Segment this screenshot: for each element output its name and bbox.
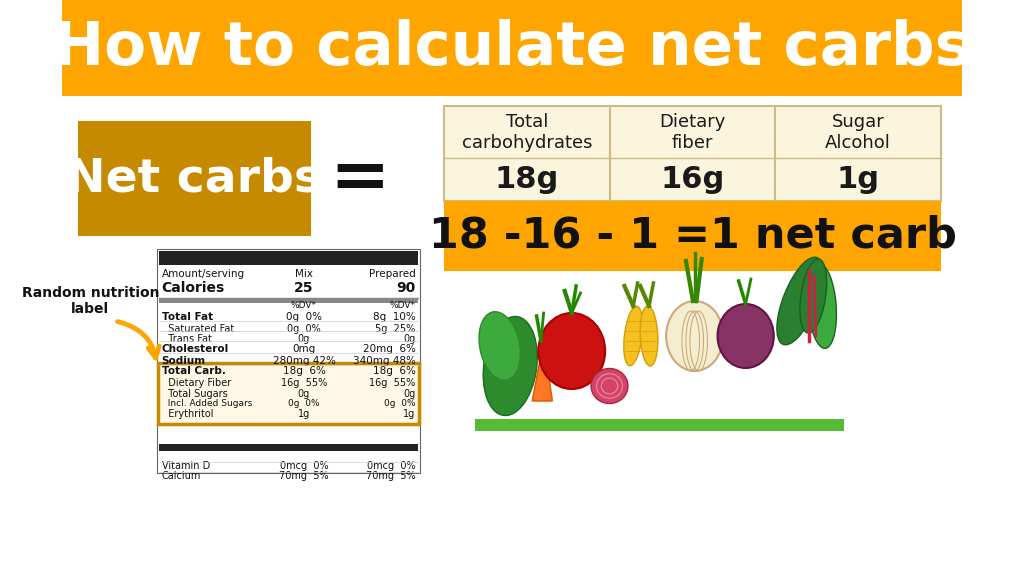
Text: 5g  25%: 5g 25%	[375, 324, 416, 334]
Text: Sugar
Alcohol: Sugar Alcohol	[825, 113, 891, 151]
Text: Cholesterol: Cholesterol	[162, 344, 228, 354]
Text: 0g  0%: 0g 0%	[287, 324, 321, 334]
Circle shape	[718, 304, 774, 368]
Text: Random nutrition
label: Random nutrition label	[22, 286, 159, 316]
Text: 1g: 1g	[837, 165, 880, 194]
Text: 0mcg  0%: 0mcg 0%	[367, 461, 416, 471]
Text: 18g  6%: 18g 6%	[283, 366, 326, 376]
Text: 0g: 0g	[298, 334, 310, 344]
Text: 1g: 1g	[298, 409, 310, 419]
Text: 20mg  6%: 20mg 6%	[362, 344, 416, 354]
Text: Calories: Calories	[162, 281, 225, 295]
Text: 0g  0%: 0g 0%	[288, 399, 319, 408]
Text: 18 -16 - 1 =1 net carb: 18 -16 - 1 =1 net carb	[429, 215, 956, 257]
Ellipse shape	[479, 312, 520, 380]
Text: Calcium: Calcium	[162, 471, 201, 481]
Ellipse shape	[483, 316, 538, 415]
Text: 0g  0%: 0g 0%	[384, 399, 416, 408]
Ellipse shape	[624, 306, 643, 366]
Text: Net carbs: Net carbs	[67, 156, 323, 201]
Polygon shape	[532, 341, 552, 401]
Text: 18g  6%: 18g 6%	[373, 366, 416, 376]
Text: 0g: 0g	[298, 389, 310, 399]
Ellipse shape	[777, 257, 823, 345]
Text: 18g: 18g	[495, 165, 559, 194]
Text: Saturated Fat: Saturated Fat	[162, 324, 233, 334]
FancyArrowPatch shape	[118, 321, 159, 358]
Text: Trans Fat: Trans Fat	[162, 334, 211, 344]
Text: Sodium: Sodium	[162, 356, 206, 366]
Ellipse shape	[640, 306, 657, 366]
Text: How to calculate net carbs: How to calculate net carbs	[53, 18, 971, 78]
Text: 8g  10%: 8g 10%	[373, 312, 416, 322]
Text: 0mg: 0mg	[293, 344, 315, 354]
Ellipse shape	[667, 301, 723, 371]
Text: Erythritol: Erythritol	[162, 409, 213, 419]
FancyBboxPatch shape	[157, 249, 420, 473]
Text: 1g: 1g	[403, 409, 416, 419]
Text: Vitamin D: Vitamin D	[162, 461, 210, 471]
Text: 16g  55%: 16g 55%	[369, 378, 416, 388]
FancyBboxPatch shape	[159, 251, 418, 265]
FancyBboxPatch shape	[444, 106, 941, 201]
FancyBboxPatch shape	[444, 201, 941, 271]
Text: Dietary
fiber: Dietary fiber	[659, 113, 726, 151]
Text: %DV*: %DV*	[291, 301, 317, 310]
Text: 0g  0%: 0g 0%	[286, 312, 322, 322]
Text: 0g: 0g	[403, 334, 416, 344]
Text: =: =	[329, 144, 389, 213]
Circle shape	[539, 313, 605, 389]
Text: 70mg  5%: 70mg 5%	[280, 471, 329, 481]
Text: Total Fat: Total Fat	[162, 312, 213, 322]
Text: 90: 90	[396, 281, 416, 295]
Text: Prepared: Prepared	[369, 269, 416, 279]
Text: 340mg 48%: 340mg 48%	[352, 356, 416, 366]
Text: 280mg 42%: 280mg 42%	[272, 356, 336, 366]
Text: Total Carb.: Total Carb.	[162, 366, 225, 376]
FancyBboxPatch shape	[159, 444, 418, 451]
FancyBboxPatch shape	[78, 121, 311, 236]
Text: %DV*: %DV*	[389, 301, 416, 310]
FancyBboxPatch shape	[62, 0, 962, 96]
Ellipse shape	[808, 264, 837, 348]
FancyBboxPatch shape	[475, 419, 844, 431]
Text: Dietary Fiber: Dietary Fiber	[162, 378, 230, 388]
Text: Total
carbohydrates: Total carbohydrates	[462, 113, 592, 151]
Text: Total Sugars: Total Sugars	[162, 389, 227, 399]
Text: Mix: Mix	[295, 269, 313, 279]
Text: 16g  55%: 16g 55%	[281, 378, 327, 388]
Text: 0g: 0g	[403, 389, 416, 399]
Ellipse shape	[800, 259, 826, 333]
Text: 70mg  5%: 70mg 5%	[366, 471, 416, 481]
Text: 16g: 16g	[660, 165, 725, 194]
Ellipse shape	[591, 369, 628, 404]
Text: 0mcg  0%: 0mcg 0%	[280, 461, 329, 471]
FancyBboxPatch shape	[158, 363, 419, 424]
Text: 25: 25	[294, 281, 313, 295]
Text: Incl. Added Sugars: Incl. Added Sugars	[162, 399, 252, 408]
Text: Amount/serving: Amount/serving	[162, 269, 245, 279]
FancyBboxPatch shape	[159, 298, 418, 303]
